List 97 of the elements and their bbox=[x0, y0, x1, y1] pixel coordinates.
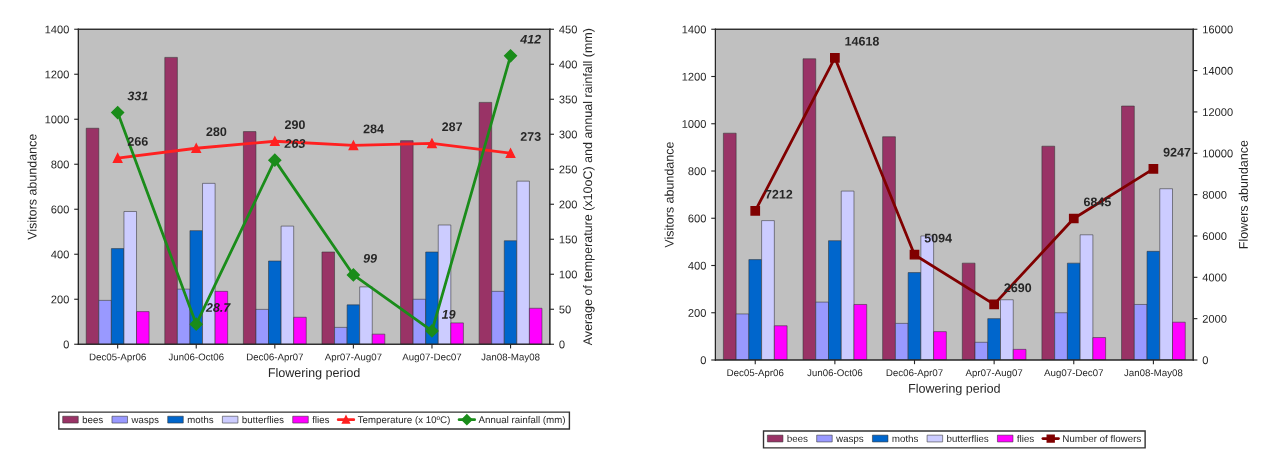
point bbox=[111, 105, 125, 120]
data-label: 7212 bbox=[765, 189, 793, 199]
legend-label: wasps bbox=[131, 417, 159, 426]
legend-label: flies bbox=[312, 416, 330, 424]
point bbox=[1068, 213, 1079, 224]
data-label: 412 bbox=[520, 34, 541, 44]
y2-tick-label: 14000 bbox=[1203, 66, 1233, 75]
y-tick-label: 1400 bbox=[682, 25, 706, 34]
y-axis-title: Visitors abundance bbox=[664, 142, 674, 248]
y2-tick-label: 16000 bbox=[1203, 25, 1233, 34]
y2-tick-label: 10000 bbox=[1203, 149, 1233, 158]
legend-label: bees bbox=[787, 434, 808, 443]
x-axis-title: Flowering period bbox=[909, 383, 1000, 396]
y-tick-label: 1000 bbox=[682, 120, 706, 128]
legend-label: moths bbox=[892, 434, 918, 443]
point bbox=[346, 268, 360, 282]
y-tick-label: 1400 bbox=[45, 25, 69, 34]
point bbox=[830, 52, 840, 63]
legend-label: Annual rainfall (mm) bbox=[478, 416, 565, 426]
data-label: 331 bbox=[127, 91, 148, 101]
legend-label: Number of flowers bbox=[1063, 434, 1141, 443]
point bbox=[191, 143, 202, 154]
y-tick-label: 800 bbox=[688, 167, 706, 176]
legend-label: butterflies bbox=[242, 416, 284, 424]
x-tick-label: Jan08-May08 bbox=[481, 353, 540, 363]
data-label: 99 bbox=[363, 253, 377, 263]
data-label: 284 bbox=[363, 124, 384, 134]
legend-label: flies bbox=[1017, 434, 1034, 443]
y2-tick-label: 450 bbox=[559, 25, 577, 34]
point bbox=[909, 249, 920, 260]
point bbox=[112, 153, 123, 163]
point bbox=[750, 206, 761, 216]
data-label: 19 bbox=[441, 309, 456, 319]
point bbox=[269, 136, 280, 147]
point bbox=[427, 138, 437, 149]
y2-tick-label: 50 bbox=[559, 305, 571, 314]
y-tick-label: 400 bbox=[688, 261, 706, 270]
y2-axis-title: Average of temperature (x10oC) and annual rainfall (mm) bbox=[582, 28, 595, 346]
data-label: 290 bbox=[284, 120, 305, 130]
y2-tick-label: 150 bbox=[559, 235, 577, 244]
y-tick-label: 0 bbox=[700, 356, 706, 365]
data-label: 273 bbox=[520, 132, 541, 141]
data-label: 5094 bbox=[924, 233, 952, 243]
y2-tick-label: 4000 bbox=[1202, 273, 1227, 282]
point bbox=[989, 299, 999, 310]
y2-tick-label: 6000 bbox=[1202, 232, 1227, 241]
x-tick-label: Aug07-Dec07 bbox=[402, 353, 462, 363]
point bbox=[348, 140, 359, 151]
x-tick-label: Dec05-Apr06 bbox=[727, 369, 784, 379]
y2-tick-label: 100 bbox=[559, 270, 577, 279]
y2-tick-label: 12000 bbox=[1203, 108, 1233, 117]
x-tick-label: Aug07-Dec07 bbox=[1044, 369, 1104, 379]
x-tick-label: Apr07-Aug07 bbox=[965, 369, 1023, 379]
x-tick-label: Jun06-Oct06 bbox=[807, 369, 863, 377]
y2-tick-label: 400 bbox=[559, 60, 577, 69]
y-axis-title: Visitors abundance bbox=[27, 134, 37, 240]
data-label: 9247 bbox=[1163, 147, 1191, 157]
y2-tick-label: 350 bbox=[559, 95, 577, 104]
y-tick-label: 600 bbox=[51, 205, 69, 214]
y-tick-label: 1200 bbox=[45, 70, 69, 79]
legend-label: moths bbox=[187, 416, 214, 424]
x-tick-label: Apr07-Aug07 bbox=[324, 353, 382, 363]
x-axis-title: Flowering period bbox=[268, 367, 360, 380]
y2-tick-label: 200 bbox=[559, 200, 577, 209]
data-label: 14618 bbox=[845, 36, 879, 46]
y-tick-label: 200 bbox=[688, 309, 706, 317]
legend-label: bees bbox=[82, 416, 103, 424]
y2-tick-label: 250 bbox=[559, 165, 577, 174]
x-tick-label: Dec05-Apr06 bbox=[89, 353, 146, 363]
point bbox=[1148, 163, 1159, 174]
legend-label: butterflies bbox=[947, 434, 989, 443]
point bbox=[503, 49, 518, 63]
point bbox=[505, 148, 516, 159]
legend-label: wasps bbox=[836, 436, 864, 444]
y2-tick-label: 300 bbox=[559, 130, 577, 139]
point bbox=[425, 324, 439, 338]
x-tick-label: Dec06-Apr07 bbox=[246, 353, 303, 363]
point bbox=[189, 317, 203, 331]
data-label: 287 bbox=[442, 122, 462, 132]
y-tick-label: 0 bbox=[63, 340, 69, 349]
y-tick-label: 400 bbox=[51, 250, 69, 259]
data-label: 280 bbox=[206, 127, 227, 137]
y-tick-label: 1200 bbox=[682, 72, 706, 81]
x-tick-label: Dec06-Apr07 bbox=[886, 369, 943, 379]
x-tick-label: Jun06-Oct06 bbox=[168, 353, 224, 361]
y2-axis-title: Flowers abundance bbox=[1238, 140, 1248, 249]
legend-label: Temperature (x 10ºC) bbox=[357, 416, 450, 426]
y2-tick-label: 0 bbox=[559, 340, 565, 349]
y2-tick-label: 2000 bbox=[1202, 314, 1227, 323]
x-tick-label: Jan08-May08 bbox=[1124, 369, 1183, 379]
y-tick-label: 1000 bbox=[45, 115, 69, 124]
y-tick-label: 200 bbox=[51, 295, 69, 304]
y-tick-label: 600 bbox=[688, 214, 706, 223]
y-tick-label: 800 bbox=[51, 160, 69, 169]
point bbox=[268, 153, 282, 167]
y2-tick-label: 0 bbox=[1202, 356, 1208, 365]
y2-tick-label: 8000 bbox=[1202, 190, 1227, 199]
